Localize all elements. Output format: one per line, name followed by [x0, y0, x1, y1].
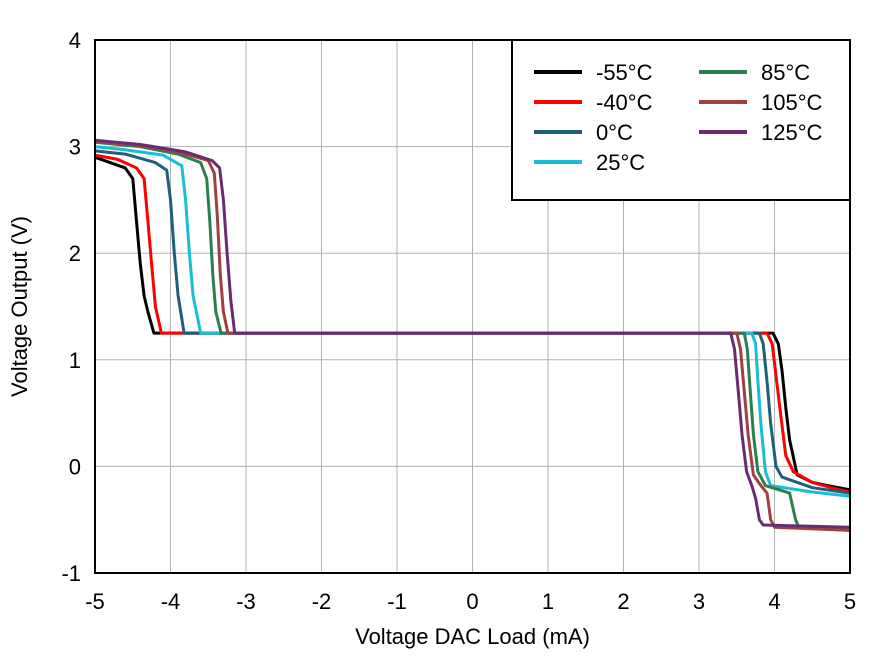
legend-label: -55°C: [596, 60, 653, 85]
legend-label: 105°C: [761, 90, 823, 115]
x-tick-labels: -5 -4 -3 -2 -1 0 1 2 3 4 5: [85, 589, 856, 614]
x-tick-label: 5: [844, 589, 856, 614]
legend-label: 25°C: [596, 150, 645, 175]
series-lines: [94, 138, 851, 532]
y-tick-label: 2: [69, 241, 81, 266]
y-tick-labels: -1 0 1 2 3 4: [61, 28, 81, 586]
legend-label: -40°C: [596, 90, 653, 115]
series-line-6: [94, 138, 851, 529]
x-tick-label: -4: [161, 589, 181, 614]
y-axis-title: Voltage Output (V): [7, 216, 32, 397]
x-tick-label: 1: [542, 589, 554, 614]
x-tick-label: -1: [387, 589, 407, 614]
x-tick-label: 4: [768, 589, 780, 614]
y-tick-label: 4: [69, 28, 81, 53]
y-tick-label: 1: [69, 348, 81, 373]
legend: -55°C -40°C 0°C 25°C 85°C 105°C 125°C: [511, 39, 851, 201]
legend-box: [511, 39, 851, 201]
x-tick-label: -2: [312, 589, 332, 614]
x-tick-label: 3: [693, 589, 705, 614]
y-tick-label: 3: [69, 135, 81, 160]
legend-label: 125°C: [761, 120, 823, 145]
x-tick-label: -3: [236, 589, 256, 614]
x-tick-label: -5: [85, 589, 105, 614]
y-tick-label: 0: [69, 454, 81, 479]
x-axis-title: Voltage DAC Load (mA): [355, 624, 590, 649]
legend-label: 85°C: [761, 60, 810, 85]
x-tick-label: 2: [617, 589, 629, 614]
y-tick-label: -1: [61, 561, 81, 586]
x-tick-label: 0: [466, 589, 478, 614]
legend-label: 0°C: [596, 120, 633, 145]
plot-frame: [94, 39, 851, 574]
